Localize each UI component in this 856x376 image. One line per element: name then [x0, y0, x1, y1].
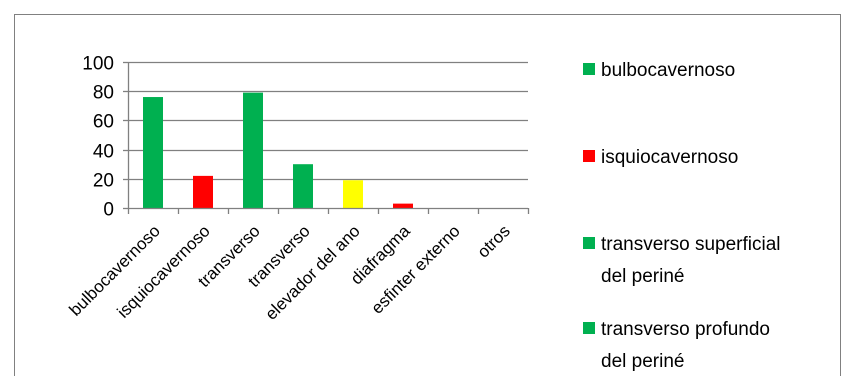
bar-0: [143, 97, 163, 208]
legend-label: isquiocavernoso: [601, 147, 738, 168]
x-tick-labels: bulbocavernosoisquiocavernosotransversot…: [66, 221, 514, 324]
y-tick-label: 80: [93, 83, 114, 104]
legend-label: del periné: [601, 351, 684, 372]
y-tick-label: 0: [103, 200, 114, 221]
legend-swatch: [583, 237, 595, 249]
x-tick-label: esfinter externo: [368, 221, 464, 317]
bar-1: [193, 175, 213, 208]
bar-4: [343, 180, 363, 208]
y-tick-labels: 0 20 40 60 80 100: [82, 54, 114, 221]
bar-3: [293, 164, 313, 208]
y-tick-label: 20: [93, 171, 114, 192]
legend-label: del periné: [601, 266, 684, 287]
bar-5: [393, 203, 413, 208]
legend-swatch: [583, 322, 595, 334]
legend-swatch: [583, 150, 595, 162]
y-tick-label: 100: [82, 54, 114, 75]
gridlines: [128, 61, 528, 181]
x-tick-label: otros: [474, 221, 514, 261]
bar-2: [243, 92, 263, 208]
legend-label: bulbocavernoso: [601, 60, 735, 81]
legend-label: transverso superficial: [601, 234, 781, 255]
chart-border: [14, 14, 841, 376]
x-tick-label: bulbocavernoso: [66, 221, 164, 319]
y-tick-label: 60: [93, 112, 114, 133]
bars: [143, 92, 413, 208]
x-tick-label: isquiocavernoso: [114, 221, 214, 321]
y-tick-label: 40: [93, 142, 114, 163]
legend: bulbocavernoso isquiocavernoso transverso …: [583, 60, 781, 372]
legend-label: transverso profundo: [601, 319, 770, 340]
axes: [123, 61, 530, 214]
legend-swatch: [583, 63, 595, 75]
